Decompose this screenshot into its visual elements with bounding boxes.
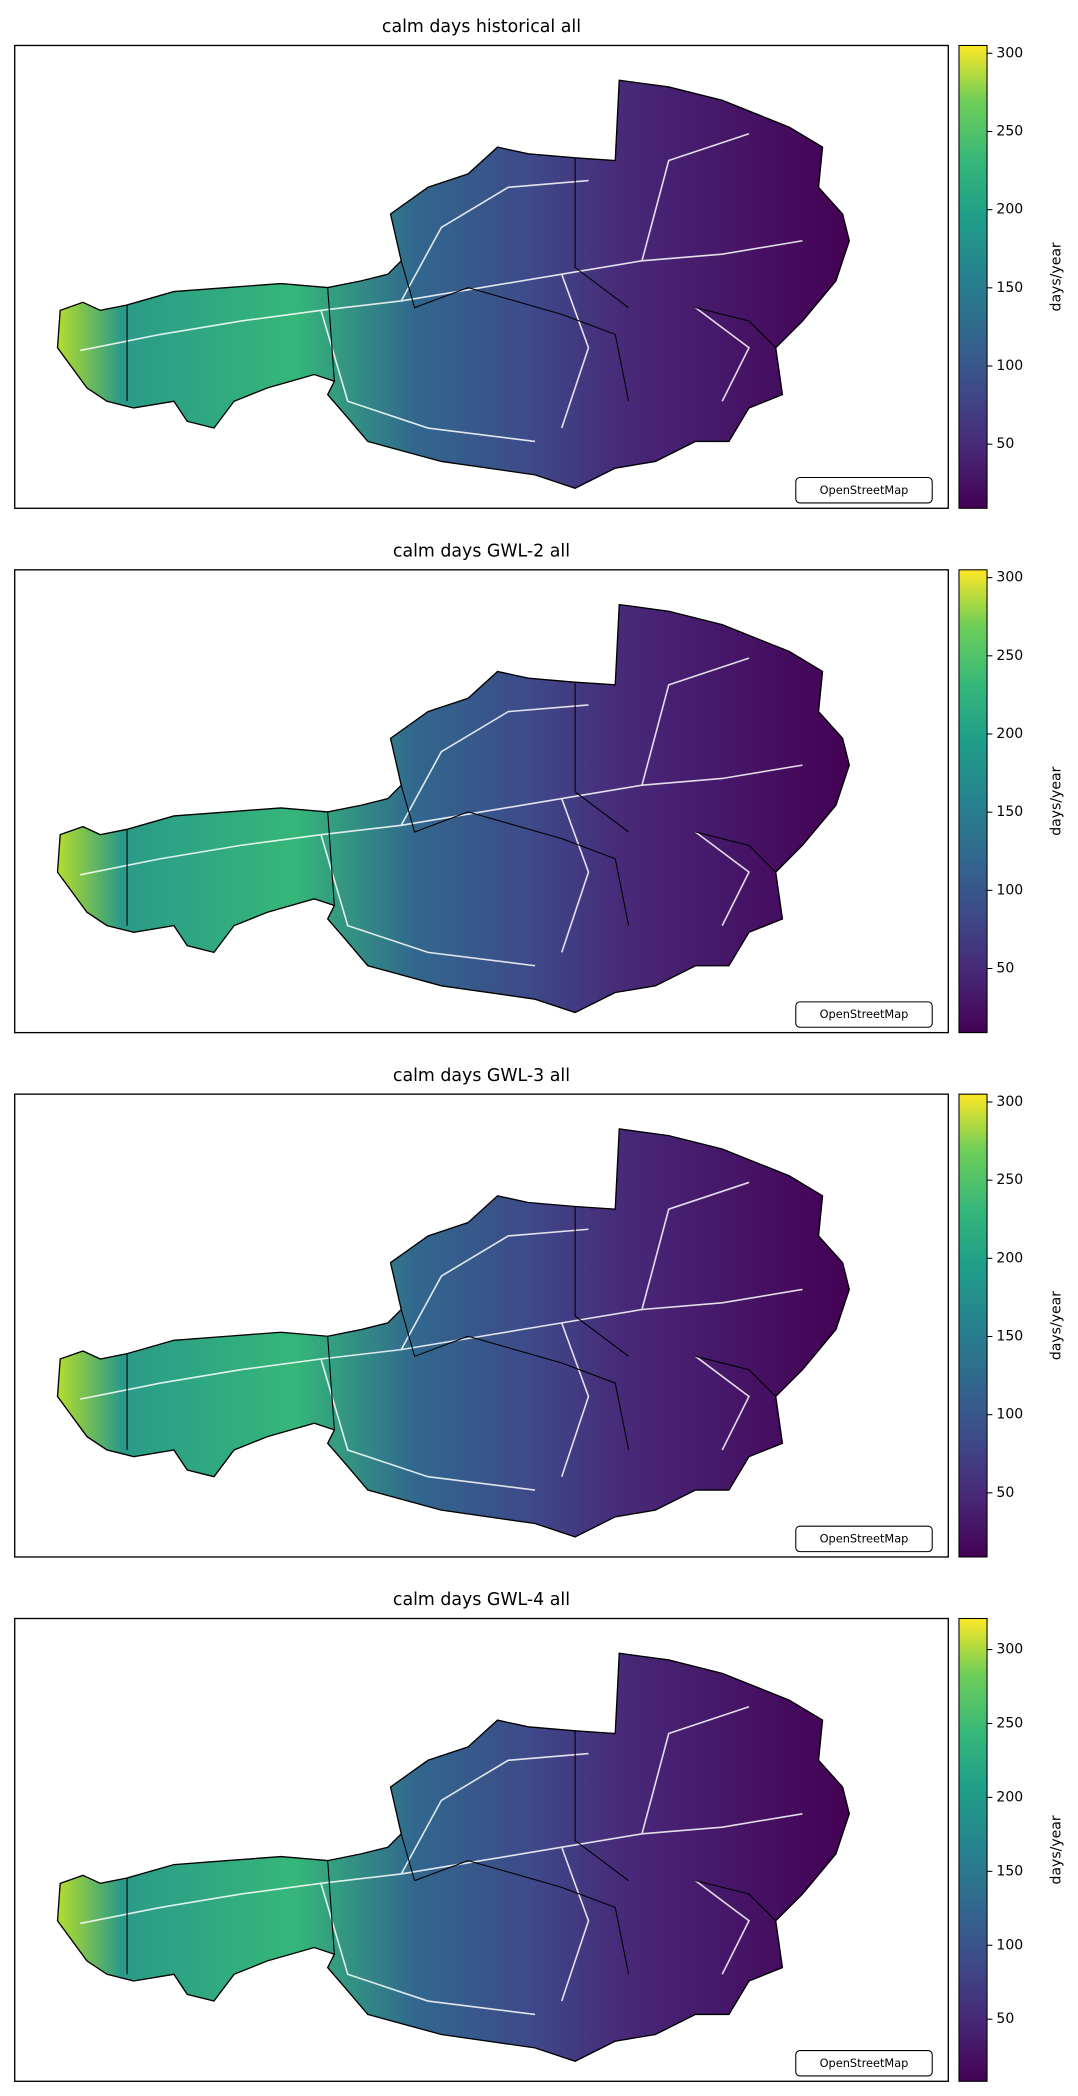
- attribution-box: [795, 1525, 933, 1553]
- colorbar-tick-label: 100: [996, 1407, 1023, 1423]
- colorbar: [958, 569, 988, 1034]
- colorbar-label: days/year: [1049, 242, 1065, 311]
- attribution-box: [795, 476, 933, 504]
- colorbar-tick-label: 200: [996, 1250, 1023, 1266]
- colorbar-tick-label: 200: [996, 202, 1023, 218]
- state-borders: [126, 1206, 777, 1451]
- colorbar-tick-label: 250: [996, 123, 1023, 139]
- colorbar-tick-label: 300: [996, 1642, 1023, 1658]
- colorbar-tick-label: 100: [996, 882, 1023, 898]
- map-panel: calm days historical all OpenStreetMap 50 1…: [14, 17, 1065, 509]
- panel-title: calm days historical all: [382, 17, 581, 37]
- colorbar-tick-label: 200: [996, 1789, 1023, 1805]
- colorbar-tick-label: 300: [996, 1094, 1023, 1110]
- colorbar: [958, 1093, 988, 1558]
- attribution: OpenStreetMap: [820, 483, 909, 497]
- colorbar-tick-label: 150: [996, 1863, 1023, 1879]
- attribution-box: [795, 1001, 933, 1028]
- roads: [80, 657, 803, 967]
- map-panel: calm days GWL-4 all OpenStreetMap 50 100 150…: [14, 1590, 1065, 2082]
- colorbar-tick-label: 250: [996, 1715, 1023, 1731]
- colorbar-tick-label: 150: [996, 280, 1023, 296]
- colorbar-tick-label: 300: [996, 570, 1023, 586]
- map-panel: calm days GWL-2 all OpenStreetMap 50 100 150…: [14, 541, 1065, 1034]
- attribution: OpenStreetMap: [820, 1532, 909, 1546]
- state-borders: [126, 157, 777, 402]
- colorbar-tick-label: 150: [996, 1329, 1023, 1345]
- colorbar: [958, 44, 988, 509]
- colorbar: [958, 1617, 988, 2082]
- state-borders: [126, 1730, 777, 1975]
- roads: [80, 1181, 803, 1491]
- colorbar-label: days/year: [1049, 1815, 1065, 1884]
- attribution: OpenStreetMap: [820, 1007, 909, 1021]
- colorbar-tick-label: 250: [996, 648, 1023, 664]
- colorbar-tick-label: 200: [996, 726, 1023, 742]
- panel-title: calm days GWL-3 all: [393, 1066, 570, 1086]
- colorbar-tick-label: 150: [996, 804, 1023, 820]
- roads: [80, 132, 803, 443]
- roads: [80, 1706, 803, 2016]
- attribution-box: [795, 2049, 933, 2077]
- map-panel: calm days GWL-3 all OpenStreetMap 50 100 150…: [14, 1066, 1065, 1558]
- state-borders: [126, 682, 777, 926]
- colorbar-tick-label: 50: [996, 1485, 1014, 1501]
- colorbar-tick-label: 100: [996, 358, 1023, 374]
- colorbar-label: days/year: [1049, 1291, 1065, 1360]
- colorbar-tick-label: 250: [996, 1172, 1023, 1188]
- colorbar-tick-label: 50: [996, 2011, 1014, 2027]
- colorbar-tick-label: 50: [996, 436, 1014, 452]
- colorbar-tick-label: 100: [996, 1937, 1023, 1953]
- colorbar-tick-label: 50: [996, 961, 1014, 977]
- colorbar-label: days/year: [1049, 766, 1065, 835]
- colorbar-tick-label: 300: [996, 45, 1023, 61]
- panel-title: calm days GWL-4 all: [393, 1590, 570, 1610]
- panel-title: calm days GWL-2 all: [393, 541, 570, 561]
- attribution: OpenStreetMap: [820, 2056, 909, 2070]
